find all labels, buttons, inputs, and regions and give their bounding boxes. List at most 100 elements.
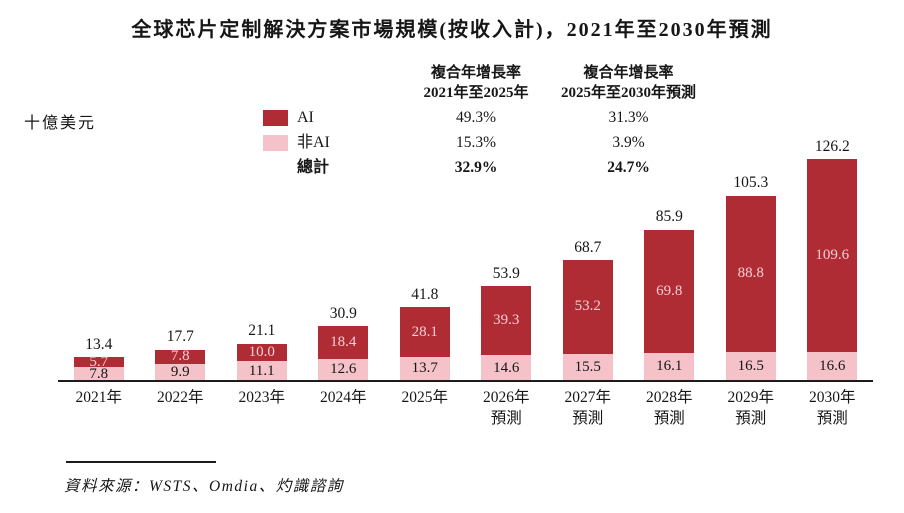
- bar-segment-ai: 10.0: [236, 343, 287, 362]
- bar-stack: 88.8 16.5: [725, 195, 776, 381]
- bar-column: 126.2 109.6 16.6: [792, 138, 874, 381]
- bar-value-label-nonai: 11.1: [248, 362, 275, 379]
- x-axis-label-year: 2022年: [156, 389, 204, 406]
- cagr-value-total: 24.7%: [607, 159, 650, 176]
- bar-value-label-ai: 109.6: [815, 246, 850, 263]
- bar-segment-nonai: 15.5: [562, 353, 613, 381]
- bar-segment-ai: 5.7: [73, 353, 124, 370]
- bar-total-label: 41.8: [411, 285, 439, 303]
- legend-swatch-nonai: [263, 134, 288, 151]
- bar-column: 30.9 18.4 12.6: [303, 159, 385, 381]
- bar-segment-ai: 88.8: [725, 195, 776, 352]
- legend-item-nonai: 非AI: [263, 130, 330, 155]
- x-axis-label: 2028年 預測: [629, 387, 711, 429]
- footnote-divider: [66, 461, 216, 463]
- x-axis-labels: 2021年 2022年 2023年 2024年 2025年 2026年 預測 2027年 預測 2…: [58, 387, 873, 429]
- bar-value-label-ai: 28.1: [411, 323, 438, 340]
- bar-column: 41.8 28.1 13.7: [384, 159, 466, 381]
- x-axis-label-year: 2029年: [727, 389, 774, 406]
- x-axis-label: 2026年預測: [466, 387, 548, 429]
- bar-total-label: 13.4: [85, 335, 113, 353]
- bar-stack: 18.4 12.6: [318, 326, 369, 381]
- x-axis-line: [58, 380, 873, 382]
- bar-segment-ai: 39.3: [481, 286, 532, 356]
- bar-value-label-ai: 10.0: [248, 344, 275, 361]
- bar-total-label: 105.3: [733, 174, 769, 192]
- bar-total-label: 21.1: [248, 322, 276, 340]
- cagr-value-ai: 49.3%: [455, 109, 497, 126]
- bar-total-label: 126.2: [814, 137, 850, 155]
- x-axis-label-forecast: 預測: [735, 410, 767, 427]
- x-axis-label-year: 2030年: [808, 389, 856, 406]
- bar-value-label-ai: 18.4: [330, 334, 357, 351]
- cagr-header-line2: 2021年至2025年: [423, 85, 529, 101]
- chart-title: 全球芯片定制解決方案市場規模(按收入計)，2021年至2030年預測: [131, 19, 773, 41]
- x-axis-label-year: 2024年: [319, 389, 367, 406]
- legend-item-total: 總計: [263, 155, 330, 180]
- bar-segment-nonai: 11.1: [236, 361, 287, 381]
- x-axis-label-forecast: 預測: [816, 410, 848, 427]
- x-axis-label-year: 2021年: [75, 389, 122, 406]
- cagr-value-total: 32.9%: [454, 159, 498, 176]
- cagr-column-2025-2030: 複合年增長率 2025年至2030年預測 31.3% 3.9% 24.7%: [536, 63, 721, 180]
- legend-swatch-ai: [263, 109, 288, 126]
- x-axis-label: 2021年: [58, 387, 140, 429]
- bar-total-label: 68.7: [574, 238, 602, 256]
- bar-value-label-nonai: 7.8: [89, 365, 109, 382]
- bar-value-label-nonai: 12.6: [330, 361, 357, 378]
- bar-value-label-nonai: 16.1: [656, 358, 683, 375]
- x-axis-label: 2023年: [221, 387, 303, 429]
- x-axis-label: 2024年: [303, 387, 385, 429]
- cagr-value-nonai: 15.3%: [455, 134, 497, 151]
- cagr-header-line1: 複合年增長率: [430, 65, 521, 81]
- bar-column: 17.7 7.8 9.9: [140, 159, 222, 381]
- bar-column: 13.4 5.7 7.8: [58, 159, 140, 381]
- bar-column: 53.9 39.3 14.6: [466, 159, 548, 381]
- bar-stack: 53.2 15.5: [562, 260, 613, 381]
- source-note: 資料來源：WSTS、Omdia、灼識諮詢: [64, 478, 344, 495]
- x-axis-label-year: 2023年: [238, 389, 285, 406]
- bar-segment-ai: 28.1: [399, 307, 450, 357]
- x-axis-label-forecast: 預測: [490, 410, 522, 427]
- bar-column: 68.7 53.2 15.5: [547, 159, 629, 381]
- bar-segment-ai: 18.4: [318, 326, 369, 359]
- bar-segment-ai: 69.8: [644, 229, 695, 353]
- bar-stack: 10.0 11.1: [236, 343, 287, 381]
- bar-segment-nonai: 9.9: [155, 363, 206, 381]
- bar-stack: 39.3 14.6: [481, 286, 532, 381]
- bar-segment-nonai: 16.6: [807, 351, 858, 381]
- bar-value-label-ai: 5.7: [89, 353, 109, 370]
- x-axis-label-year: 2026年: [482, 389, 530, 406]
- cagr-value-ai: 31.3%: [608, 109, 649, 126]
- x-axis-label: 2022年: [140, 387, 222, 429]
- bar-value-label-ai: 7.8: [170, 348, 190, 365]
- bar-total-label: 53.9: [492, 264, 520, 282]
- legend-label-ai: AI: [297, 108, 314, 126]
- bar-column: 105.3 88.8 16.5: [710, 159, 792, 381]
- bar-segment-nonai: 16.5: [725, 351, 776, 381]
- bar-segment-nonai: 12.6: [318, 358, 369, 381]
- bar-stack: 5.7 7.8: [73, 353, 124, 382]
- bar-column: 85.9 69.8 16.1: [629, 159, 711, 381]
- cagr-value-nonai: 3.9%: [612, 134, 645, 151]
- bar-value-label-nonai: 16.6: [819, 357, 846, 374]
- x-axis-label: 2025年: [384, 387, 466, 429]
- x-axis-label-year: 2028年: [645, 389, 693, 406]
- x-axis-label: 2027年 預測: [547, 387, 629, 429]
- bar-segment-nonai: 7.8: [73, 365, 124, 382]
- bar-stack: 109.6 16.6: [807, 159, 858, 381]
- bar-segment-nonai: 16.1: [644, 352, 695, 381]
- bar-column: 21.1 10.0 11.1: [221, 159, 303, 381]
- legend-label-nonai: 非AI: [297, 133, 330, 151]
- bar-segment-ai: 109.6: [807, 159, 858, 352]
- bar-value-label-ai: 69.8: [656, 282, 683, 299]
- bar-value-label-nonai: 13.7: [411, 360, 438, 377]
- bar-value-label-nonai: 9.9: [170, 363, 190, 380]
- cagr-column-2021-2025: 複合年增長率 2021年至2025年 49.3% 15.3% 32.9%: [391, 63, 561, 180]
- bar-total-label: 17.7: [166, 328, 194, 346]
- x-axis-label-year: 2027年: [564, 389, 611, 406]
- x-axis-label: 2030年預測: [792, 387, 874, 429]
- bar-segment-nonai: 13.7: [399, 356, 450, 381]
- bar-value-label-nonai: 16.5: [737, 357, 764, 374]
- legend: AI 非AI 總計: [263, 105, 330, 180]
